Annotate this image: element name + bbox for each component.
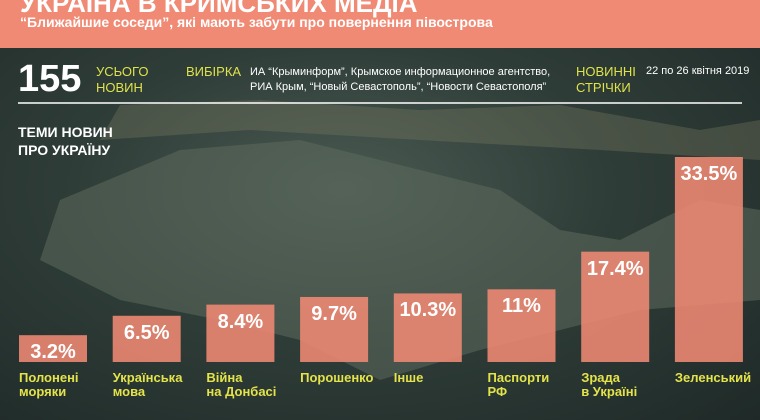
bar [674,157,743,362]
mainland [100,100,760,160]
total: 155 [18,58,82,100]
value-label: 6.5% [123,321,170,344]
value-label: 10.3% [399,299,457,322]
value-label: 17.4% [586,257,644,280]
total-label: УСЬОГО НОВИН [96,64,149,95]
category-label: Українська мова [112,370,183,399]
feeds-label: НОВИННІ СТРІЧКИ [576,64,636,95]
sample: ИА “Крыминформ”, Крымское информационное… [250,66,551,93]
category-label: Зеленський [674,370,752,385]
bar [112,315,181,362]
bar [206,304,275,362]
value-label: 11% [502,295,541,318]
chart-title: ТЕМИ НОВИН ПРО УКРАЇНУ [18,124,113,158]
sample-label: ВИБІРКА [186,64,242,79]
category-label: Зрада в Україні [581,370,638,399]
bar [300,296,369,362]
value-label: 8.4% [217,310,264,333]
bar [581,251,650,362]
banner [0,0,760,48]
category-label: Війна на Донбасі [206,370,277,399]
category-label: Інше [393,370,424,385]
category-label: Порошенко [300,370,374,385]
period: 22 по 26 квітня 2019 [646,65,750,77]
bar [487,289,556,362]
subtitle: “Ближайшие соседи”, які мають забути про… [20,14,493,30]
value-label: 3.2% [30,341,76,364]
title: УКРАЇНА В КРИМСЬКИХ МЕДІА [20,0,418,18]
value-label: 33.5% [680,163,738,185]
value-label: 9.7% [311,302,357,325]
bar [19,335,87,362]
category-label: Паспорти РФ [487,370,550,399]
bar [393,293,462,362]
category-label: Полонені моряки [19,370,79,399]
